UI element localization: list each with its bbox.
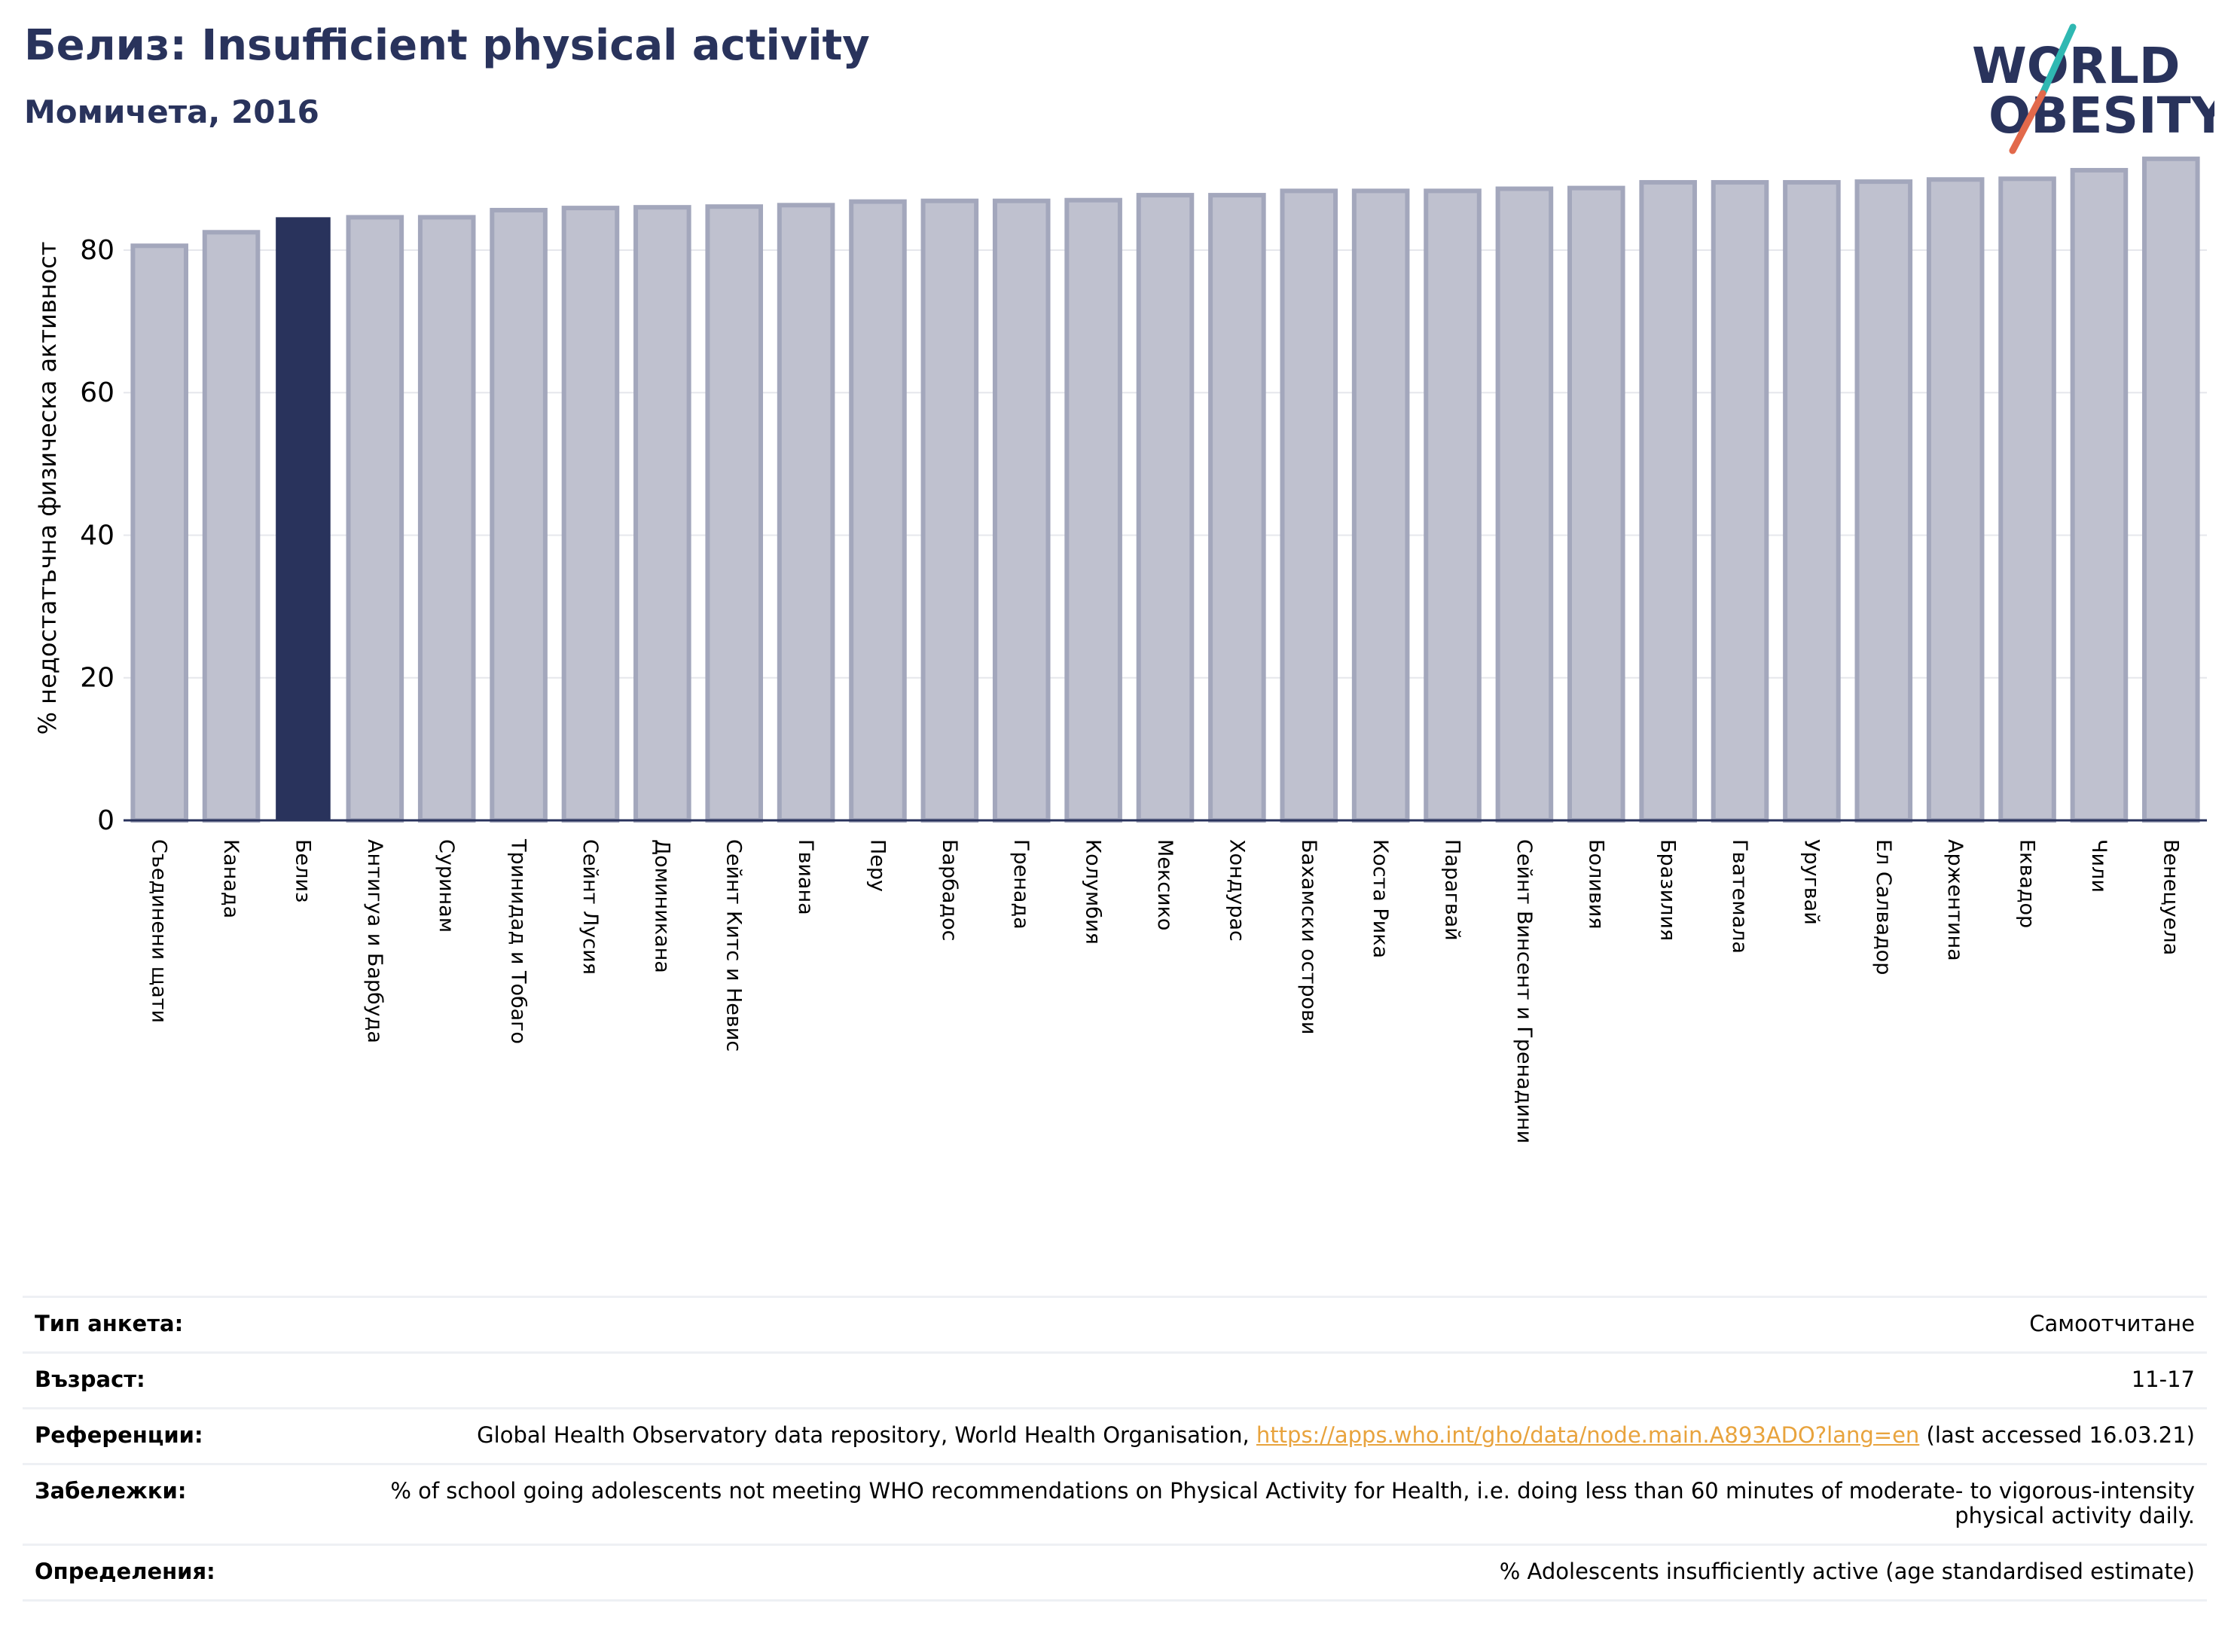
y-tick-label: 0: [97, 805, 114, 836]
x-tick-label: Сейнт Винсент и Гренадини: [1512, 839, 1536, 1144]
info-label: Определения:: [35, 1559, 215, 1584]
info-row-survey-type: Тип анкета: Самоотчитане: [23, 1296, 2207, 1353]
x-tick-label: Барбадос: [938, 839, 961, 941]
x-tick-label: Коста Рика: [1369, 839, 1392, 958]
reference-text: Global Health Observatory data repositor…: [477, 1422, 1256, 1448]
logo-word-obesity: OBESITY: [1988, 87, 2214, 145]
y-tick-label: 20: [80, 663, 114, 694]
x-tick-label: Доминикана: [650, 839, 673, 973]
bar-layer: [130, 156, 2200, 823]
info-value: % Adolescents insufficiently active (age…: [1499, 1559, 2195, 1584]
info-value: 11-17: [2131, 1366, 2195, 1392]
x-tick-label: Суринам: [435, 839, 458, 933]
info-label: Забележки:: [35, 1478, 187, 1504]
bar: [1495, 186, 1554, 823]
bar: [1351, 188, 1410, 823]
x-tick-label: Хондурас: [1225, 839, 1248, 942]
bar: [1998, 176, 2056, 823]
info-row-notes: Забележки: % of school going adolescents…: [23, 1464, 2207, 1545]
y-tick-label: 80: [80, 235, 114, 266]
bar: [849, 199, 907, 823]
bar: [561, 206, 620, 823]
chart-subtitle: Момичета, 2016: [24, 93, 319, 130]
x-tick-label: Бахамски острови: [1297, 839, 1320, 1034]
x-tick-label: Сейнт Лусия: [578, 839, 602, 975]
info-row-references: Референции: Global Health Observatory da…: [23, 1408, 2207, 1464]
info-label: Възраст:: [35, 1366, 145, 1392]
x-tick-label: Гвиана: [794, 839, 817, 915]
x-tick-label: Антигуа и Барбуда: [363, 839, 386, 1043]
x-tick-label: Чили: [2087, 839, 2110, 893]
bar: [992, 198, 1051, 823]
x-tick-label: Гренада: [1009, 839, 1033, 930]
x-tick-label: Еквадор: [2016, 839, 2039, 928]
bar: [276, 217, 331, 821]
reference-link[interactable]: https://apps.who.int/gho/data/node.main.…: [1256, 1422, 1920, 1448]
bar-chart: 0 20 40 60 80 Съединени щати Канада Белиз Антигу…: [33, 156, 2207, 1144]
info-row-age: Възраст: 11-17: [23, 1352, 2207, 1409]
bar: [1424, 188, 1482, 823]
bar: [202, 230, 261, 823]
x-tick-label: Сейнт Китс и Невис: [722, 839, 746, 1052]
x-tick-label: Канада: [219, 839, 243, 918]
x-tick-label: Боливия: [1584, 839, 1607, 930]
bar: [130, 243, 188, 823]
y-tick-label: 40: [80, 520, 114, 551]
bar: [705, 204, 764, 823]
bar: [1136, 193, 1195, 823]
x-tick-label: Аржентина: [1943, 839, 1967, 961]
x-tick-label: Уругвай: [1799, 839, 1823, 925]
y-tick-label: 60: [80, 377, 114, 408]
logo-word-world: WORLD: [1972, 37, 2181, 95]
bar: [417, 215, 476, 823]
bar: [633, 205, 691, 823]
info-label: Тип анкета:: [35, 1311, 184, 1336]
bar: [1639, 180, 1697, 823]
bar: [920, 198, 979, 823]
x-tick-label: Белиз: [291, 839, 314, 902]
bar: [1854, 179, 1913, 823]
reference-accessed: (last accessed 16.03.21): [1919, 1422, 2196, 1448]
bar: [1280, 188, 1338, 823]
bar: [1783, 180, 1841, 823]
logo-slash-teal: [2039, 23, 2077, 97]
bar: [346, 215, 404, 823]
x-tick-label: Парагвай: [1441, 839, 1464, 941]
x-tick-label: Бразилия: [1656, 839, 1680, 941]
bar: [1208, 193, 1266, 823]
bar: [1926, 177, 1985, 823]
bar: [1711, 180, 1769, 823]
x-tick-label: Гватемала: [1728, 839, 1751, 954]
x-tick-label: Съединени щати: [148, 839, 171, 1023]
world-obesity-logo: WORLD OBESITY: [1972, 23, 2214, 154]
x-tick-label: Перу: [865, 839, 889, 892]
x-tick-label: Тринидад и Тобаго: [507, 838, 530, 1044]
info-table: Тип анкета: Самоотчитане Възраст: 11-17 …: [23, 1296, 2207, 1602]
chart-title: Белиз: Insufficient physical activity: [24, 21, 870, 70]
x-tick-label: Колумбия: [1082, 839, 1105, 945]
x-tick-label: Венецуела: [2159, 839, 2182, 955]
info-value: % of school going adolescents not meetin…: [390, 1478, 2195, 1528]
y-axis-label: % недостатъчна физическа активност: [33, 242, 62, 735]
logo-slash-orange: [2009, 90, 2046, 154]
bar: [1064, 197, 1122, 823]
info-value: Самоотчитане: [2029, 1311, 2195, 1336]
info-label: Референции:: [35, 1422, 203, 1448]
axis-layer: 0 20 40 60 80 Съединени щати Канада Белиз Антигу…: [80, 235, 2207, 1144]
bar: [2070, 167, 2129, 823]
x-tick-label: Мексико: [1153, 839, 1177, 930]
bar: [1567, 185, 1625, 823]
bar: [777, 203, 835, 823]
bar: [490, 207, 548, 823]
info-row-definitions: Определения: % Adolescents insufficientl…: [23, 1544, 2207, 1601]
x-tick-label: Ел Салвадор: [1872, 839, 1895, 975]
info-value: Global Health Observatory data repositor…: [318, 1409, 2207, 1464]
bar: [2142, 156, 2200, 823]
